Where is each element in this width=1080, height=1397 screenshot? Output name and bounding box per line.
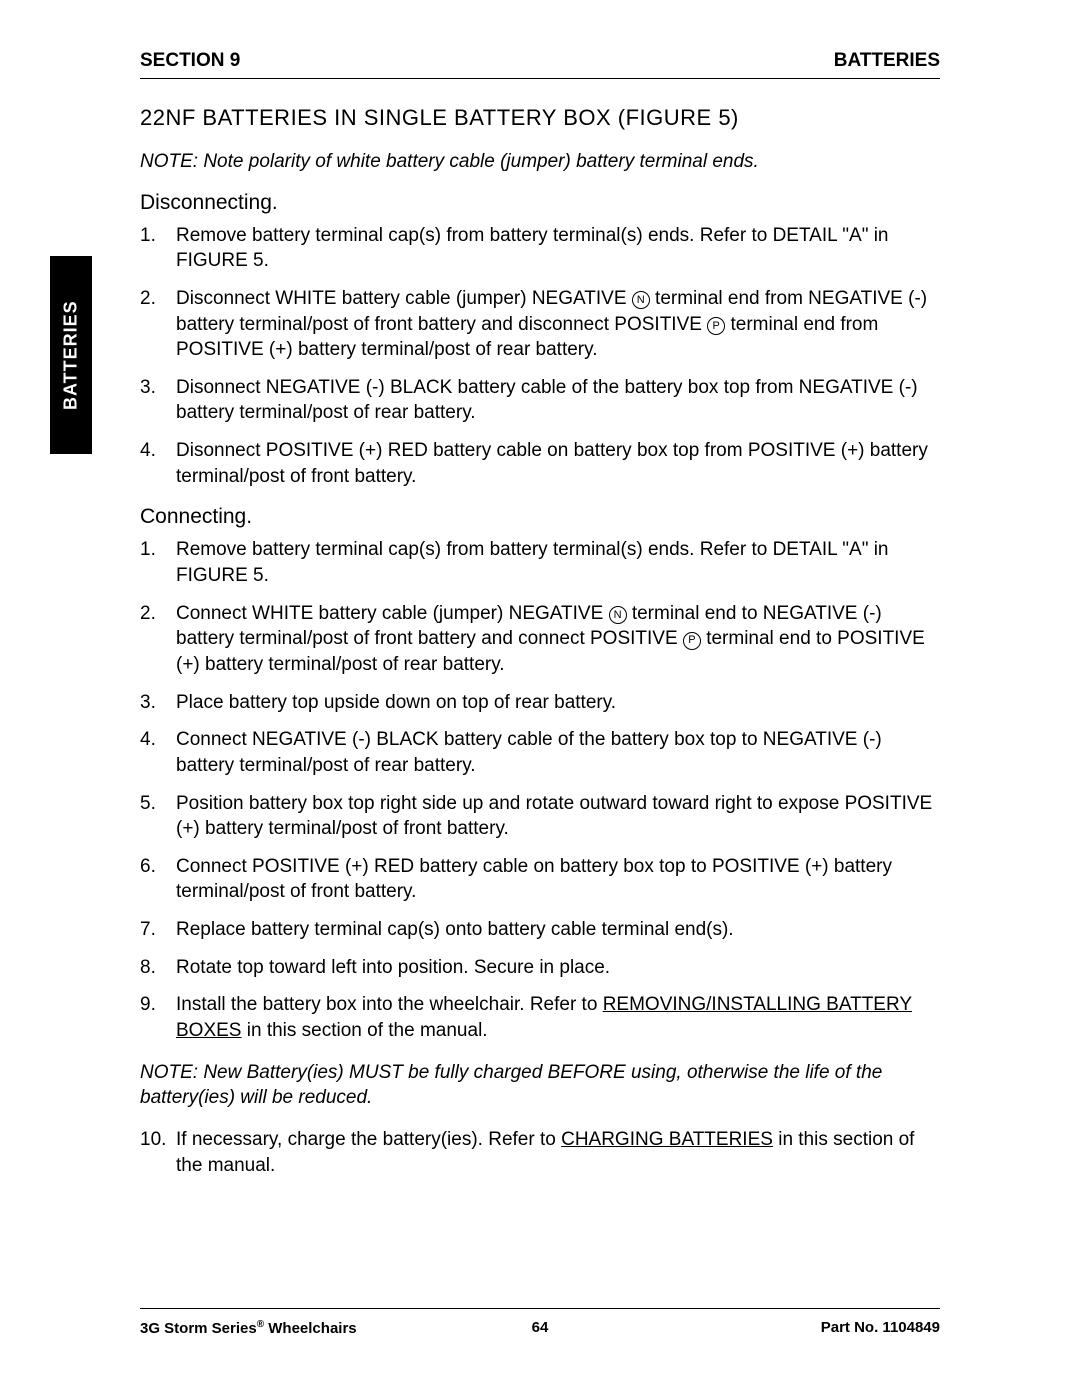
list-item: Disonnect NEGATIVE (-) BLACK battery cab… bbox=[140, 375, 940, 426]
list-item: Disconnect WHITE battery cable (jumper) … bbox=[140, 286, 940, 363]
header-section-label: SECTION 9 bbox=[140, 50, 240, 72]
list-item: Rotate top toward left into position. Se… bbox=[140, 955, 940, 981]
cross-reference-link: CHARGING BATTERIES bbox=[561, 1129, 773, 1150]
list-item: Position battery box top right side up a… bbox=[140, 791, 940, 842]
disconnecting-list: Remove battery terminal cap(s) from batt… bbox=[140, 223, 940, 490]
circled-p-icon: P bbox=[683, 632, 701, 650]
section-header: SECTION 9 BATTERIES bbox=[140, 50, 940, 79]
connecting-heading: Connecting. bbox=[140, 505, 940, 529]
connecting-list-continued: If necessary, charge the battery(ies). R… bbox=[140, 1127, 940, 1178]
circled-n-icon: N bbox=[632, 291, 650, 309]
list-item: Connect WHITE battery cable (jumper) NEG… bbox=[140, 601, 940, 678]
main-heading: 22NF BATTERIES IN SINGLE BATTERY BOX (FI… bbox=[140, 105, 940, 131]
note-top: NOTE: Note polarity of white battery cab… bbox=[140, 149, 940, 175]
connecting-list: Remove battery terminal cap(s) from batt… bbox=[140, 537, 940, 1043]
manual-page: BATTERIES SECTION 9 BATTERIES 22NF BATTE… bbox=[0, 0, 1080, 1397]
list-item: Install the battery box into the wheelch… bbox=[140, 992, 940, 1043]
circled-n-icon: N bbox=[609, 606, 627, 624]
list-item: Remove battery terminal cap(s) from batt… bbox=[140, 223, 940, 274]
list-item: Replace battery terminal cap(s) onto bat… bbox=[140, 917, 940, 943]
circled-p-icon: P bbox=[707, 317, 725, 335]
list-item: Disonnect POSITIVE (+) RED battery cable… bbox=[140, 438, 940, 489]
cross-reference-link: REMOVING/INSTALLING BATTERY BOXES bbox=[176, 994, 912, 1041]
list-item: If necessary, charge the battery(ies). R… bbox=[140, 1127, 940, 1178]
list-item: Connect NEGATIVE (-) BLACK battery cable… bbox=[140, 727, 940, 778]
page-footer: 3G Storm Series® Wheelchairs 64 Part No.… bbox=[140, 1308, 940, 1337]
disconnecting-heading: Disconnecting. bbox=[140, 191, 940, 215]
list-item: Connect POSITIVE (+) RED battery cable o… bbox=[140, 854, 940, 905]
note-mid: NOTE: New Battery(ies) MUST be fully cha… bbox=[140, 1060, 940, 1111]
list-item: Place battery top upside down on top of … bbox=[140, 690, 940, 716]
list-item: Remove battery terminal cap(s) from batt… bbox=[140, 537, 940, 588]
side-tab-batteries: BATTERIES bbox=[50, 256, 92, 454]
footer-page-number: 64 bbox=[140, 1319, 940, 1336]
header-chapter-label: BATTERIES bbox=[834, 50, 940, 72]
